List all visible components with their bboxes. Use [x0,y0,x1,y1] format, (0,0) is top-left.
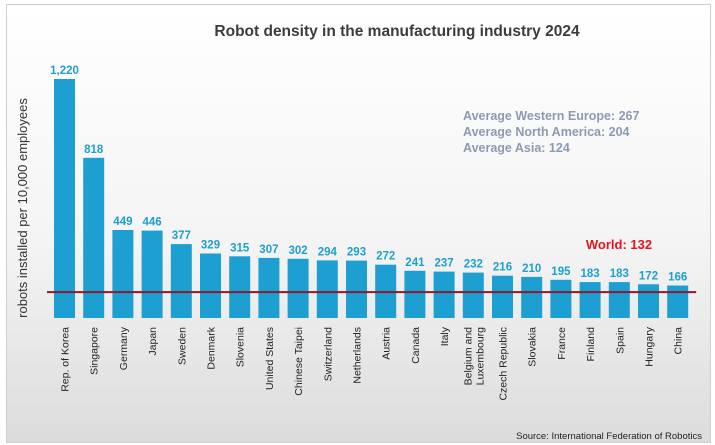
category-label: Italy [439,326,451,346]
bar-value-label: 307 [259,244,278,256]
category-label: United States [264,327,276,390]
category-label: Hungary [644,326,656,366]
category-label: Canada [410,327,422,364]
category-label: Slovakia [527,327,539,367]
annotation-western-europe: Average Western Europe: 267 [463,109,640,123]
category-label: Switzerland [322,327,334,381]
bar-value-label: 172 [639,270,658,282]
category-label: Singapore [89,327,101,375]
bar [200,253,221,318]
bar-value-label: 315 [230,242,250,254]
world-reference-label: World: 132 [586,237,652,252]
bars-group [54,79,689,318]
value-labels-group: 1,220 818 449 446 377 329 315 307 302 294 293 272 24… [50,65,687,284]
bar [170,244,192,318]
bar-value-label: 446 [143,217,162,229]
category-label: China [673,327,685,355]
bar [346,260,367,318]
bar-value-label: 166 [668,272,687,284]
bar [141,230,163,318]
bar [492,275,513,318]
category-label: Netherlands [352,327,364,384]
bar [433,271,455,318]
bar [54,79,75,318]
bar [229,256,251,318]
category-label: France [556,327,568,360]
bar [579,282,601,318]
category-labels-group: Rep. of Korea Singapore Germany Japan Sweden… [60,326,685,400]
bar-value-label: 818 [84,144,104,156]
category-label: Belgium andLuxembourg [462,327,486,386]
annotation-north-america: Average North America: 204 [463,125,630,139]
category-label: Chinese Taipei [293,327,305,396]
chart-title: Robot density in the manufacturing indus… [214,23,580,40]
bar [316,260,338,318]
bar [521,276,543,318]
bar [404,270,426,318]
category-label: Japan [147,327,159,356]
category-label: Czech Republic [498,327,510,401]
bar-value-label: 216 [493,262,512,274]
category-label: Spain [614,327,626,354]
bar-value-label: 210 [522,263,541,275]
bar-value-label: 329 [201,240,220,252]
bar-value-label: 183 [610,268,629,280]
bar [667,285,689,318]
bar-value-label: 237 [435,258,454,270]
bar-value-label: 294 [318,246,338,258]
category-label: Sweden [176,327,188,365]
bar [287,258,309,318]
chart-frame: Robot density in the manufacturing indus… [6,4,711,443]
category-label: Austria [381,327,393,360]
bar [258,257,280,318]
bar [638,284,659,318]
bar [83,157,105,318]
bar [112,230,134,318]
source-note: Source: International Federation of Robo… [516,431,702,442]
annotation-asia: Average Asia: 124 [463,141,570,155]
category-label: Slovenia [235,327,247,367]
bar-value-label: 302 [289,245,308,257]
category-label: Rep. of Korea [60,327,72,392]
bar-value-label: 377 [172,230,191,242]
bar-value-label: 241 [405,257,425,269]
bar-value-label: 183 [581,268,600,280]
category-label: Denmark [206,326,218,369]
y-axis-label: robots installed per 10,000 employees [15,98,30,318]
bar-value-label: 232 [464,259,483,271]
bar [550,279,572,318]
bar-value-label: 272 [376,251,395,263]
chart-svg: Robot density in the manufacturing indus… [15,23,702,442]
bar [462,272,484,318]
bar-value-label: 293 [347,247,366,259]
category-label: Germany [118,326,130,370]
bar [608,282,630,318]
category-label: Finland [585,327,597,362]
bar-value-label: 449 [113,216,132,228]
bar-value-label: 1,220 [50,65,79,77]
bar-value-label: 195 [551,266,571,278]
